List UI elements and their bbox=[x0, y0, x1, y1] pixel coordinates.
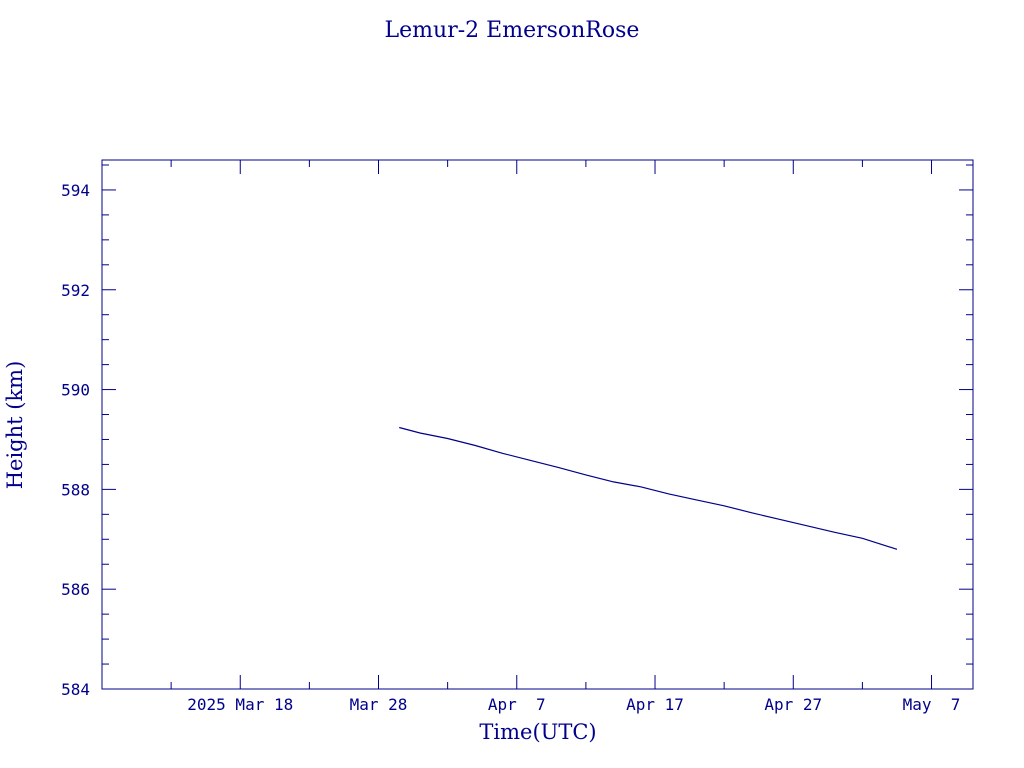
series-layer bbox=[399, 426, 898, 550]
y-tick-label: 592 bbox=[61, 281, 90, 300]
height-series-line bbox=[399, 426, 898, 550]
y-minor-ticks bbox=[102, 164, 973, 665]
y-tick-label: 590 bbox=[61, 381, 90, 400]
x-tick-label: Mar 28 bbox=[350, 695, 408, 714]
plot-frame bbox=[101, 159, 974, 690]
x-ticks: 2025 Mar 18 Mar 28 Apr 7 Apr 17 Apr 27 May 7 bbox=[187, 160, 960, 714]
x-tick-label: Apr 17 bbox=[626, 695, 684, 714]
y-tick-label: 586 bbox=[61, 580, 90, 599]
x-tick-label: 2025 Mar 18 bbox=[187, 695, 293, 714]
x-tick-label: Apr 7 bbox=[488, 695, 546, 714]
y-tick-label: 594 bbox=[61, 181, 90, 200]
x-minor-ticks bbox=[170, 160, 863, 689]
x-axis-label: Time(UTC) bbox=[479, 720, 596, 744]
y-tick-label: 584 bbox=[61, 680, 90, 699]
y-tick-label: 588 bbox=[61, 480, 90, 499]
y-ticks: 584 586 588 590 592 594 bbox=[61, 181, 973, 699]
x-tick-label: May 7 bbox=[903, 695, 961, 714]
chart-title: Lemur-2 EmersonRose bbox=[385, 18, 640, 43]
x-tick-label: Apr 27 bbox=[764, 695, 822, 714]
y-axis-label: Height (km) bbox=[3, 361, 27, 490]
